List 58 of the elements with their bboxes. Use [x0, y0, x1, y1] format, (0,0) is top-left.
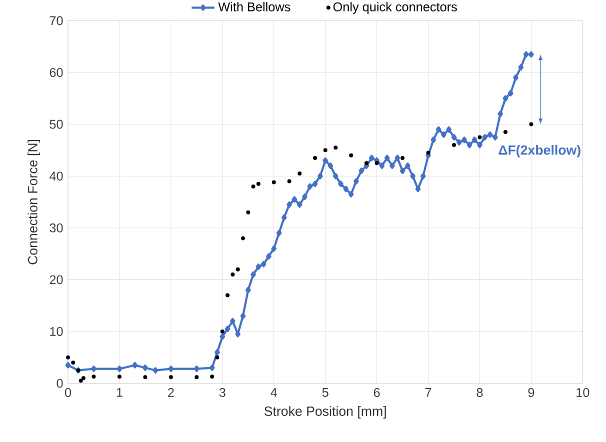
y-tick-label: 40: [50, 172, 63, 181]
point: [400, 156, 405, 160]
y-tick-label: 50: [50, 120, 63, 129]
x-tick-label: 2: [168, 388, 174, 397]
x-tick-label: 5: [322, 388, 328, 397]
legend-label: With Bellows: [218, 2, 290, 12]
point: [66, 355, 70, 360]
point: [452, 143, 456, 148]
y-tick-label: 0: [56, 378, 63, 388]
point: [256, 182, 260, 186]
point: [215, 355, 220, 360]
point: [143, 375, 148, 380]
legend-label: Only quick connectors: [333, 2, 457, 14]
y-tick-label: 30: [50, 223, 63, 232]
point: [364, 161, 369, 166]
x-tick-label: 7: [425, 388, 432, 397]
x-tick-label: 0: [64, 388, 72, 397]
point: [287, 179, 292, 184]
point: [251, 184, 256, 188]
point: [246, 210, 250, 214]
point: [313, 156, 318, 160]
y-axis-title: Connection Force [N]: [28, 140, 40, 264]
x-tick-label: 8: [476, 388, 483, 397]
point: [236, 267, 240, 272]
point: [374, 161, 379, 166]
point: [194, 375, 199, 380]
y-tick-label: 70: [50, 16, 63, 26]
point: [349, 153, 354, 158]
x-tick-label: 6: [374, 388, 380, 397]
point: [117, 374, 122, 379]
point: [503, 130, 508, 134]
x-tick-label: 10: [576, 388, 590, 397]
point: [230, 272, 235, 277]
y-tick-label: 60: [50, 68, 63, 77]
x-axis-title: Stroke Position [mm]: [264, 406, 386, 419]
point: [298, 171, 302, 176]
x-tick-label: 9: [528, 388, 534, 397]
point: [478, 135, 482, 140]
point: [226, 293, 230, 298]
point: [210, 374, 214, 379]
x-tick-label: 4: [270, 388, 278, 397]
point: [168, 375, 173, 380]
point: [240, 236, 245, 240]
point: [323, 148, 328, 152]
point: [220, 330, 224, 334]
y-tick-label: 10: [50, 327, 63, 336]
point: [81, 376, 86, 380]
point: [78, 378, 83, 383]
point: [272, 180, 276, 184]
point: [334, 146, 338, 150]
x-tick-label: 3: [219, 388, 226, 397]
point: [529, 122, 534, 126]
point: [71, 360, 76, 365]
point: [426, 150, 430, 155]
x-tick-label: 1: [116, 388, 122, 397]
point: [92, 374, 96, 379]
annotation: ΔF(2xbellow): [498, 144, 580, 158]
y-tick-label: 20: [50, 275, 63, 284]
